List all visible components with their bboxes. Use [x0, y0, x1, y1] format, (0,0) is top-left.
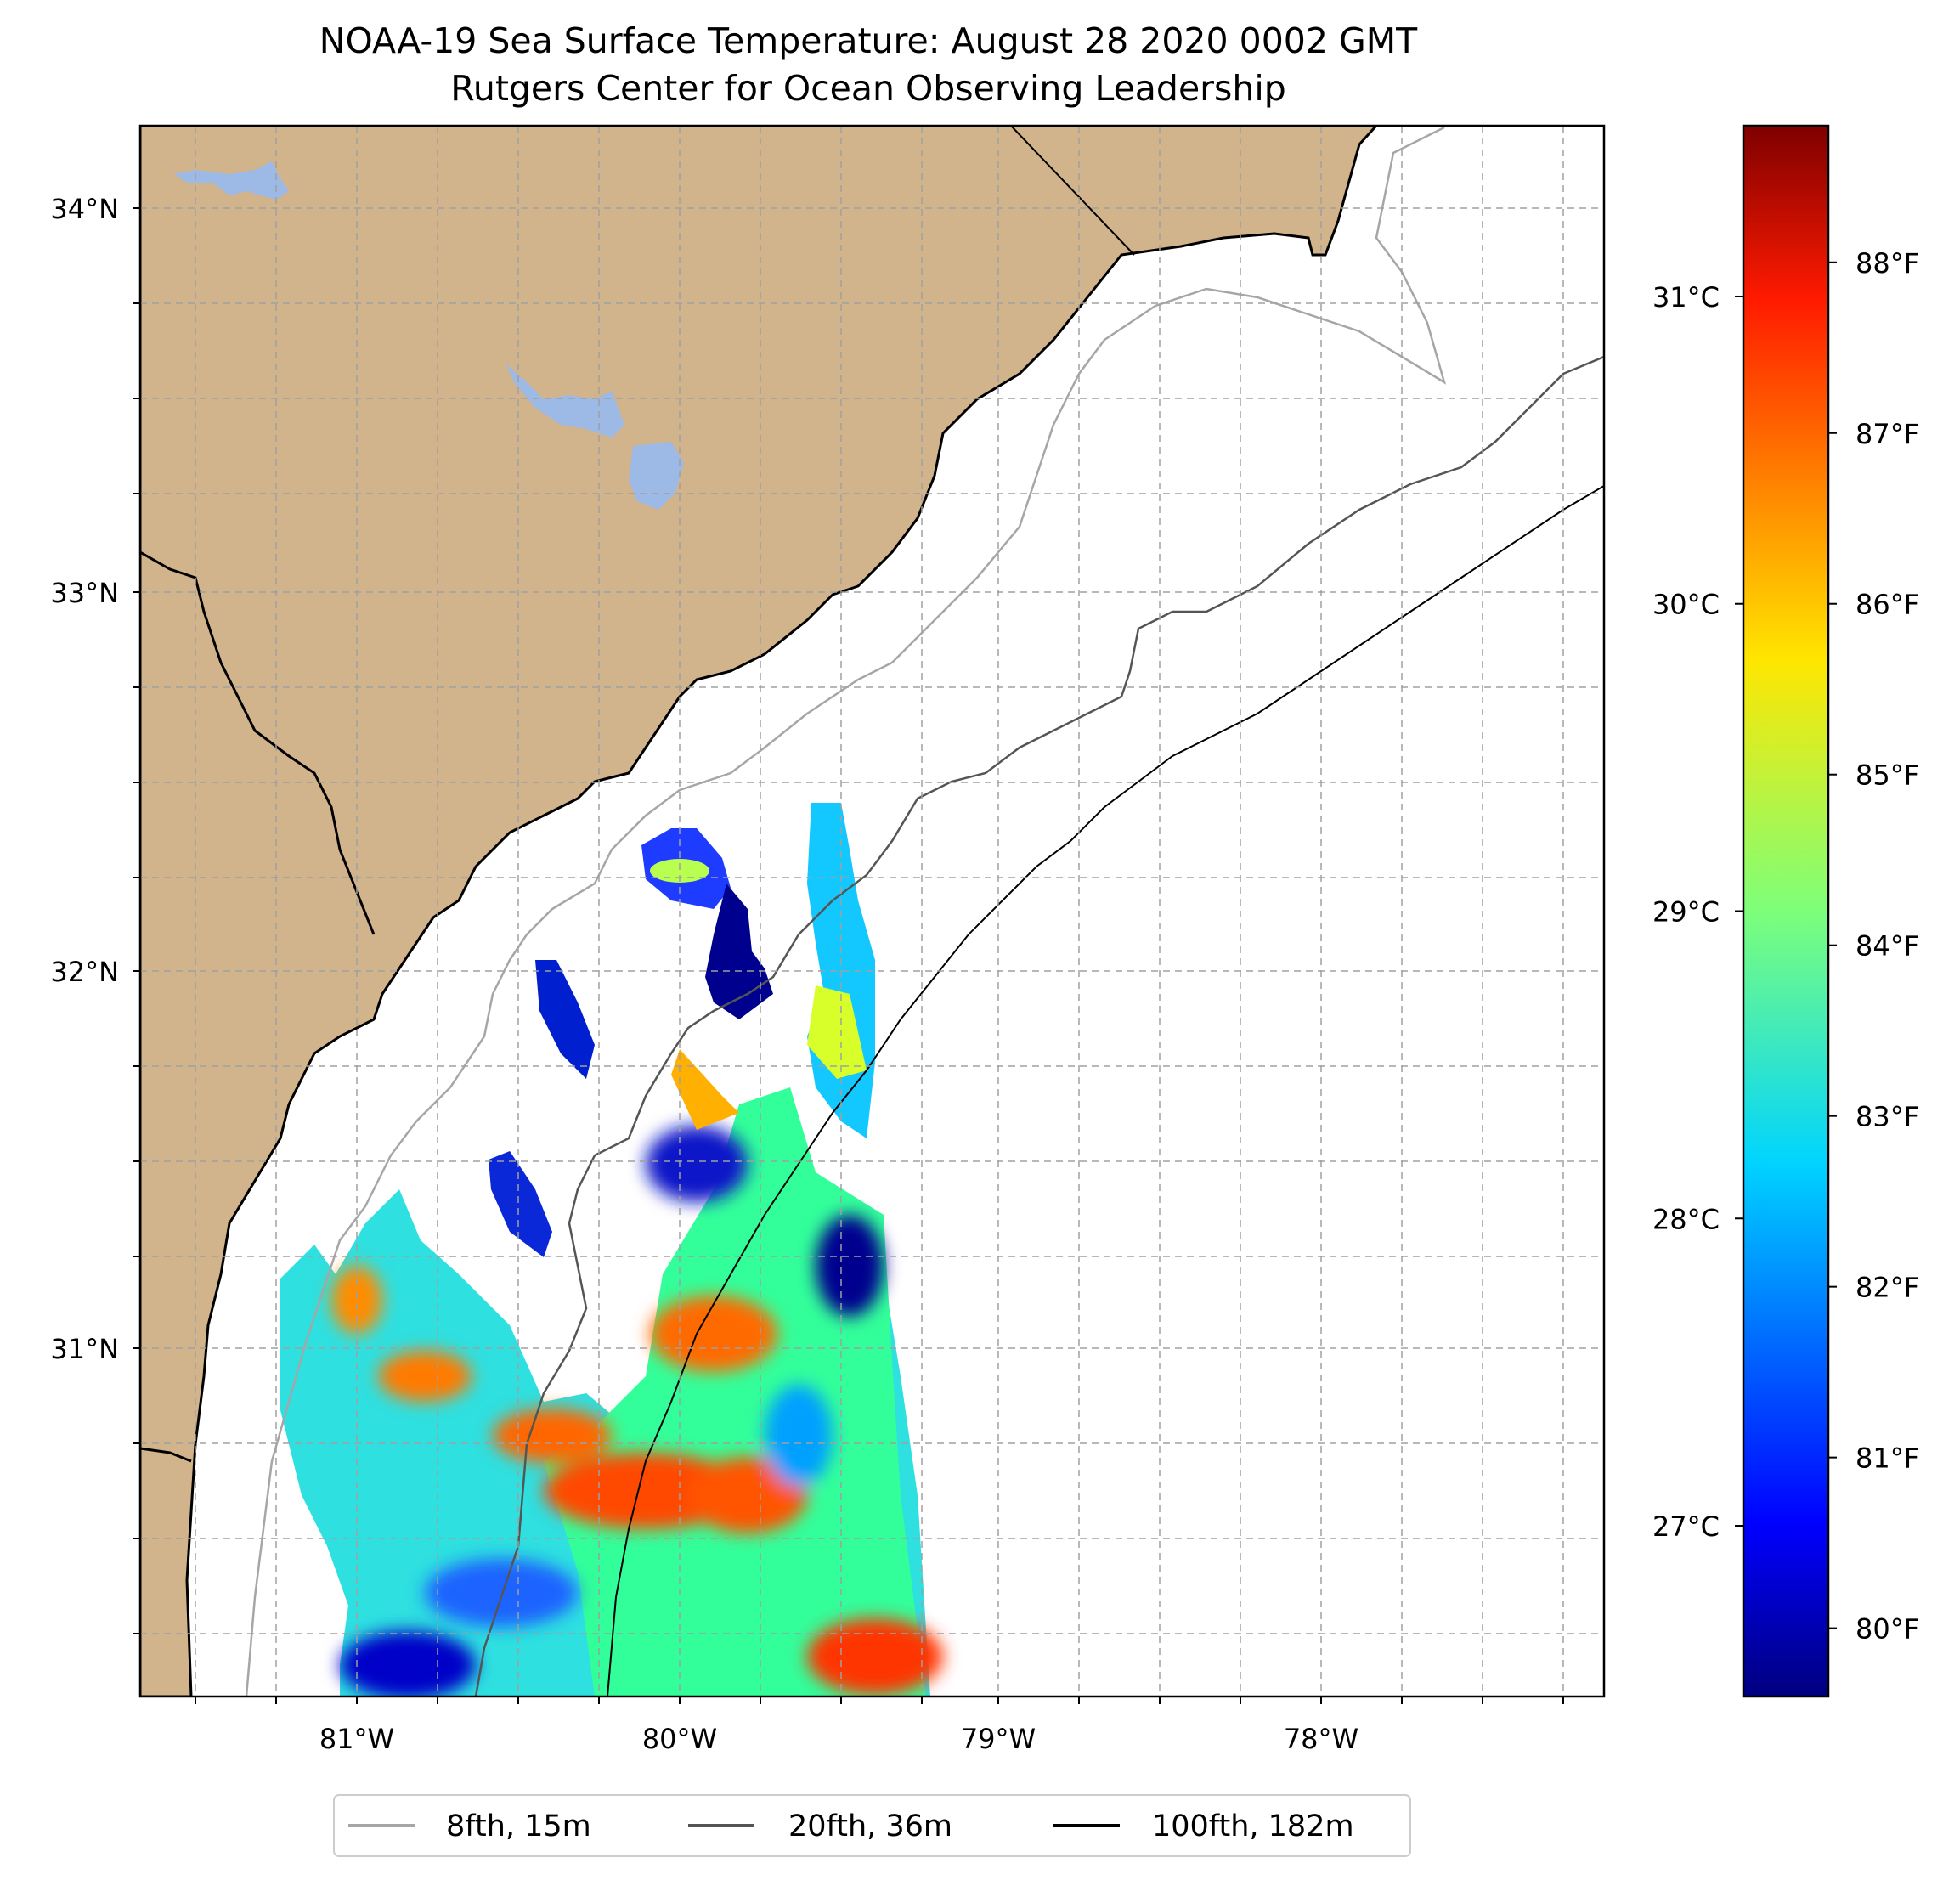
colorbar-label-c: 29°C: [1652, 896, 1720, 929]
legend-label-8fth: 8fth, 15m: [446, 1809, 591, 1843]
contour-20fth: [474, 355, 1604, 1697]
colorbar-label-f: 84°F: [1856, 930, 1919, 963]
contour-legend: 8fth, 15m 20fth, 36m 100fth, 182m: [333, 1794, 1411, 1857]
colorbar-ticks: 88°F 87°F 86°F 85°F 84°F 83°F 82°F 81°F 80°F 31°C…: [1652, 247, 1919, 1646]
lon-label-79w: 79°W: [961, 1723, 1036, 1755]
sst-cool-spot-3: [340, 1631, 476, 1697]
lake-marion: [506, 364, 624, 438]
sst-warm-spot-1: [378, 1351, 472, 1402]
colorbar-label-f: 80°F: [1856, 1613, 1919, 1646]
legend-box: [333, 1794, 1411, 1857]
lon-label-81w: 81°W: [319, 1723, 394, 1755]
colorbar: 88°F 87°F 86°F 85°F 84°F 83°F 82°F 81°F 80°F 31°C…: [1652, 124, 1919, 1698]
sst-cool-spot-4: [816, 1215, 884, 1317]
sst-warm-spot-5: [650, 1296, 777, 1372]
lake-north: [174, 161, 289, 200]
sst-warm-spot-2: [493, 1409, 612, 1463]
map-panel: [140, 126, 1604, 1697]
lon-tick-marks: [195, 1697, 1564, 1704]
colorbar-label-f: 81°F: [1856, 1442, 1919, 1475]
colorbar-label-f: 85°F: [1856, 759, 1919, 792]
sst-cool-spot-1: [425, 1559, 578, 1627]
lon-label-80w: 80°W: [642, 1723, 717, 1755]
colorbar-label-c: 27°C: [1652, 1510, 1720, 1543]
sst-patch-north-2: [705, 884, 773, 1019]
lat-label-32n: 32°N: [50, 956, 119, 988]
sst-patch-north-1-core: [650, 859, 709, 883]
sst-warm-spot-4: [688, 1457, 807, 1533]
colorbar-label-c: 31°C: [1652, 281, 1720, 313]
colorbar-label-c: 28°C: [1652, 1203, 1720, 1235]
contour-8fth: [245, 126, 1447, 1697]
gridlines: [140, 126, 1604, 1697]
colorbar-label-f: 88°F: [1856, 247, 1919, 279]
map-subtitle: Rutgers Center for Ocean Observing Leade…: [450, 68, 1286, 109]
lat-tick-marks: [133, 207, 140, 1634]
lat-label-33n: 33°N: [50, 577, 119, 609]
contour-100fth: [607, 485, 1604, 1697]
legend-label-20fth: 20fth, 36m: [788, 1809, 952, 1843]
sst-warm-spot-7: [331, 1266, 382, 1334]
river-boundary-south: [140, 1447, 192, 1463]
lat-label-31n: 31°N: [50, 1333, 119, 1365]
colorbar-label-c: 30°C: [1652, 589, 1720, 621]
sst-patch-edge-warm: [671, 1049, 739, 1130]
lake-moultrie: [629, 442, 684, 510]
sst-cool-spot-2: [765, 1385, 833, 1487]
colorbar-gradient: [1742, 124, 1830, 1698]
coastline: [140, 126, 1379, 1697]
state-border: [1010, 126, 1135, 256]
colorbar-label-f: 82°F: [1856, 1272, 1919, 1304]
colorbar-label-f: 83°F: [1856, 1101, 1919, 1133]
map-frame: [138, 124, 1606, 1698]
sst-patch-north-5: [489, 1151, 552, 1257]
map-title: NOAA-19 Sea Surface Temperature: August …: [319, 20, 1418, 61]
colorbar-label-f: 87°F: [1856, 418, 1919, 450]
lon-label-78w: 78°W: [1284, 1723, 1358, 1755]
lat-label-34n: 34°N: [50, 193, 119, 225]
colorbar-label-f: 86°F: [1856, 589, 1919, 621]
sst-patch-north-3-core: [807, 985, 867, 1079]
sst-warm-spot-6: [807, 1618, 943, 1695]
sst-patch-north-4: [535, 960, 595, 1079]
legend-label-100fth: 100fth, 182m: [1152, 1809, 1354, 1843]
sst-cool-spot-5: [646, 1126, 748, 1202]
